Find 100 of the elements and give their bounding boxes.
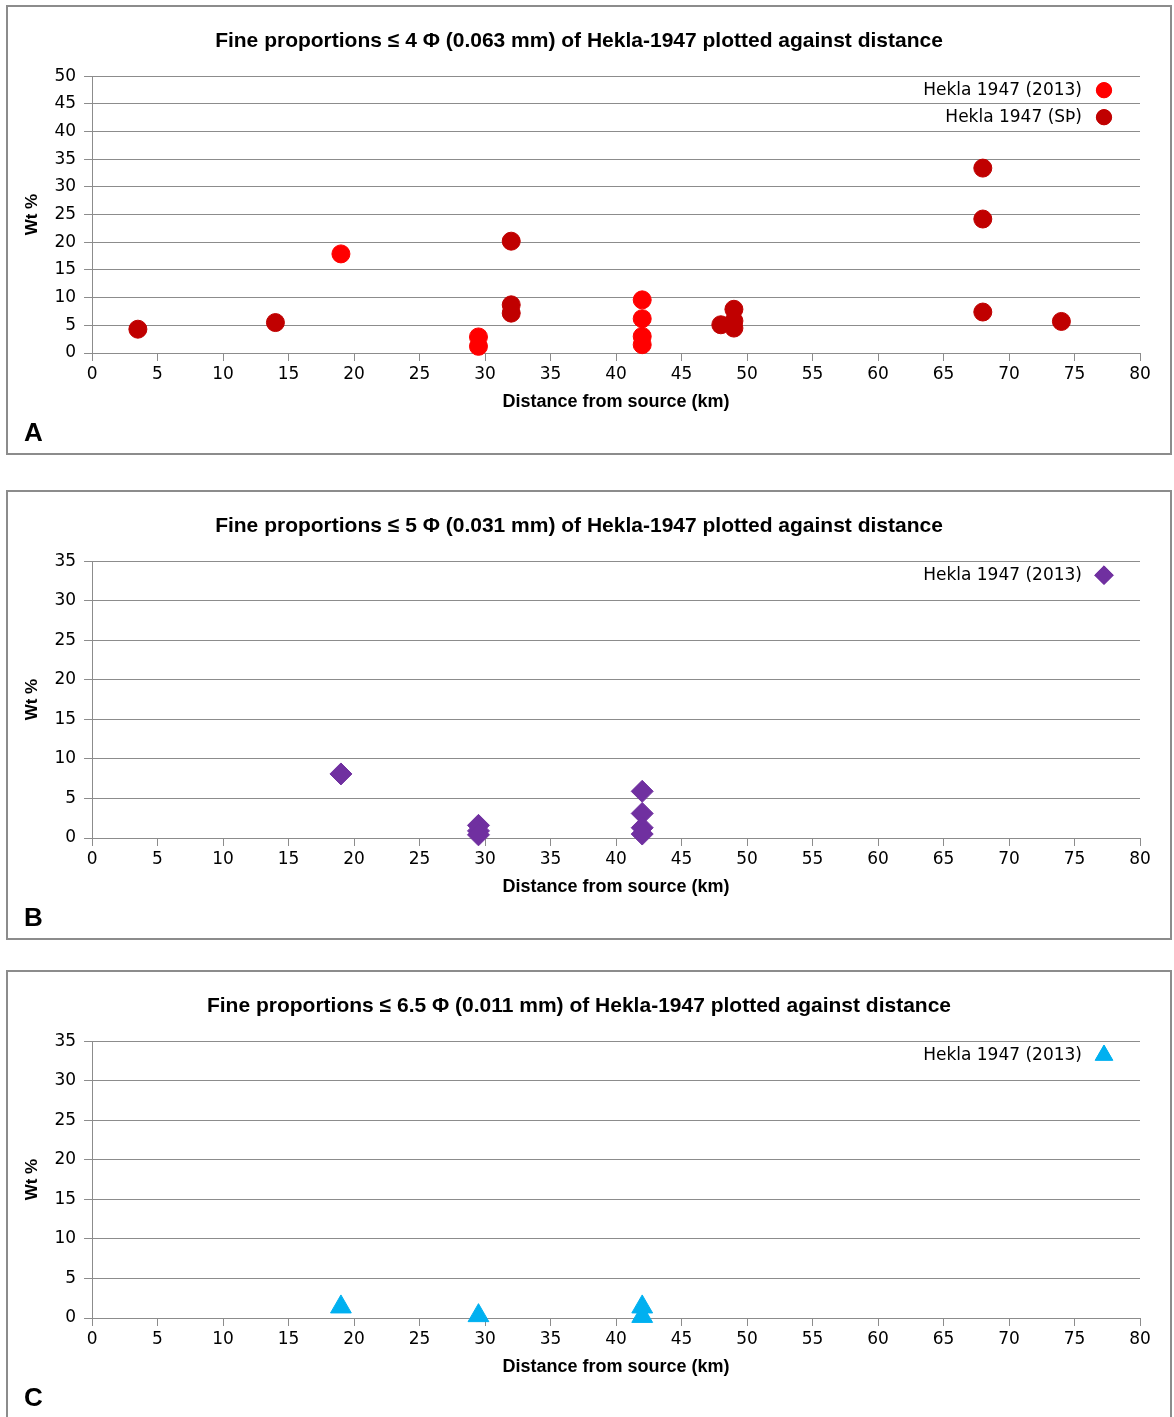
x-tick-label: 65 — [932, 847, 955, 868]
y-tick-label: 35 — [54, 549, 77, 570]
x-tick-label: 60 — [867, 1327, 889, 1348]
x-tick-label: 25 — [408, 362, 431, 383]
x-tick-label: 40 — [605, 362, 627, 383]
x-tick-label: 45 — [670, 362, 693, 383]
y-tick-label: 10 — [54, 286, 77, 307]
y-axis-title: Wt % — [21, 193, 41, 236]
x-tick-label: 5 — [152, 847, 163, 868]
x-axis-title: Distance from source (km) — [502, 391, 730, 412]
x-tick-label: 5 — [152, 1327, 163, 1348]
x-tick-label: 20 — [343, 847, 365, 868]
x-tick-label: 50 — [736, 362, 758, 383]
x-tick-label: 60 — [867, 362, 889, 383]
point — [1051, 311, 1071, 331]
x-axis-title: Distance from source (km) — [502, 876, 730, 897]
y-tick-label: 25 — [54, 1108, 77, 1129]
x-tick-label: 60 — [867, 847, 889, 868]
x-tick-label: 25 — [408, 847, 431, 868]
x-tick-label: 75 — [1063, 362, 1086, 383]
x-tick-label: 55 — [801, 362, 824, 383]
x-tick-label: 45 — [670, 1327, 693, 1348]
legend-label: Hekla 1947 (2013) — [923, 563, 1082, 584]
x-tick-label: 25 — [408, 1327, 431, 1348]
x-tick-label: 35 — [539, 1327, 562, 1348]
y-tick-label: 5 — [65, 786, 77, 807]
x-tick-label: 55 — [801, 847, 824, 868]
y-tick-label: 45 — [54, 92, 77, 113]
point — [501, 231, 521, 251]
legend-label: Hekla 1947 (2013) — [923, 1043, 1082, 1064]
y-tick-label: 5 — [65, 1266, 77, 1287]
point — [330, 1294, 352, 1314]
y-tick-label: 20 — [54, 230, 77, 251]
x-tick-label: 0 — [86, 1327, 98, 1348]
y-tick-label: 30 — [54, 175, 77, 196]
x-tick-label: 70 — [998, 1327, 1020, 1348]
x-tick-label: 10 — [212, 362, 234, 383]
x-tick-label: 5 — [152, 362, 163, 383]
x-tick-label: 70 — [998, 847, 1020, 868]
text: B — [24, 902, 43, 933]
y-tick-label: 25 — [54, 203, 77, 224]
y-tick-label: 30 — [54, 589, 77, 610]
x-tick-label: 0 — [86, 847, 98, 868]
y-tick-label: 0 — [65, 826, 77, 847]
y-tick-label: 0 — [65, 1306, 77, 1327]
x-tick-label: 35 — [539, 847, 562, 868]
point — [630, 779, 654, 803]
x-tick-label: 10 — [212, 1327, 234, 1348]
x-tick-label: 15 — [277, 847, 300, 868]
chart-title: Fine proportions ≤ 5 Φ (0.031 mm) of Hekla-1947 plotted against distance — [215, 513, 943, 537]
chart-title: Fine proportions ≤ 4 Φ (0.063 mm) of Hekla-1947 plotted against distance — [215, 28, 943, 52]
y-tick-label: 40 — [54, 119, 77, 140]
y-tick-label: 15 — [54, 707, 77, 728]
x-tick-label: 30 — [474, 362, 496, 383]
text: C — [24, 1382, 43, 1413]
y-tick-label: 5 — [65, 313, 77, 334]
y-axis-title: Wt % — [21, 678, 41, 721]
x-axis-title: Distance from source (km) — [502, 1356, 730, 1377]
x-tick-label: 65 — [932, 1327, 955, 1348]
y-tick-label: 50 — [54, 64, 77, 85]
x-tick-label: 40 — [605, 847, 627, 868]
x-tick-label: 80 — [1129, 847, 1151, 868]
x-tick-label: 80 — [1129, 1327, 1151, 1348]
chart-title: Fine proportions ≤ 6.5 Φ (0.011 mm) of Hekla-1947 plotted against distance — [206, 993, 952, 1017]
legend-label: Hekla 1947 (SÞ) — [945, 105, 1082, 126]
y-tick-label: 35 — [54, 1029, 77, 1050]
point — [632, 290, 652, 310]
point — [632, 309, 652, 329]
y-tick-label: 10 — [54, 1227, 77, 1248]
x-tick-label: 0 — [86, 362, 98, 383]
x-tick-label: 75 — [1063, 847, 1086, 868]
x-tick-label: 50 — [736, 847, 758, 868]
x-tick-label: 65 — [932, 362, 955, 383]
y-tick-label: 35 — [54, 147, 77, 168]
x-tick-label: 20 — [343, 362, 365, 383]
y-tick-label: 10 — [54, 747, 77, 768]
point — [331, 244, 351, 264]
x-tick-label: 80 — [1129, 362, 1151, 383]
x-tick-label: 70 — [998, 362, 1020, 383]
x-tick-label: 30 — [474, 847, 496, 868]
point — [329, 762, 353, 786]
x-tick-label: 10 — [212, 847, 234, 868]
y-tick-label: 25 — [54, 628, 77, 649]
x-tick-label: 40 — [605, 1327, 627, 1348]
y-tick-label: 30 — [54, 1069, 77, 1090]
x-tick-label: 50 — [736, 1327, 758, 1348]
y-tick-label: 0 — [65, 341, 77, 362]
x-tick-label: 30 — [474, 1327, 496, 1348]
point — [973, 209, 993, 229]
x-tick-label: 45 — [670, 847, 693, 868]
x-tick-label: 15 — [277, 362, 300, 383]
x-tick-label: 35 — [539, 362, 562, 383]
point — [128, 319, 148, 339]
point — [973, 302, 993, 322]
x-tick-label: 15 — [277, 1327, 300, 1348]
text: A — [24, 417, 43, 448]
y-tick-label: 15 — [54, 1187, 77, 1208]
y-tick-label: 20 — [54, 1148, 77, 1169]
point — [973, 158, 993, 178]
x-tick-label: 75 — [1063, 1327, 1086, 1348]
